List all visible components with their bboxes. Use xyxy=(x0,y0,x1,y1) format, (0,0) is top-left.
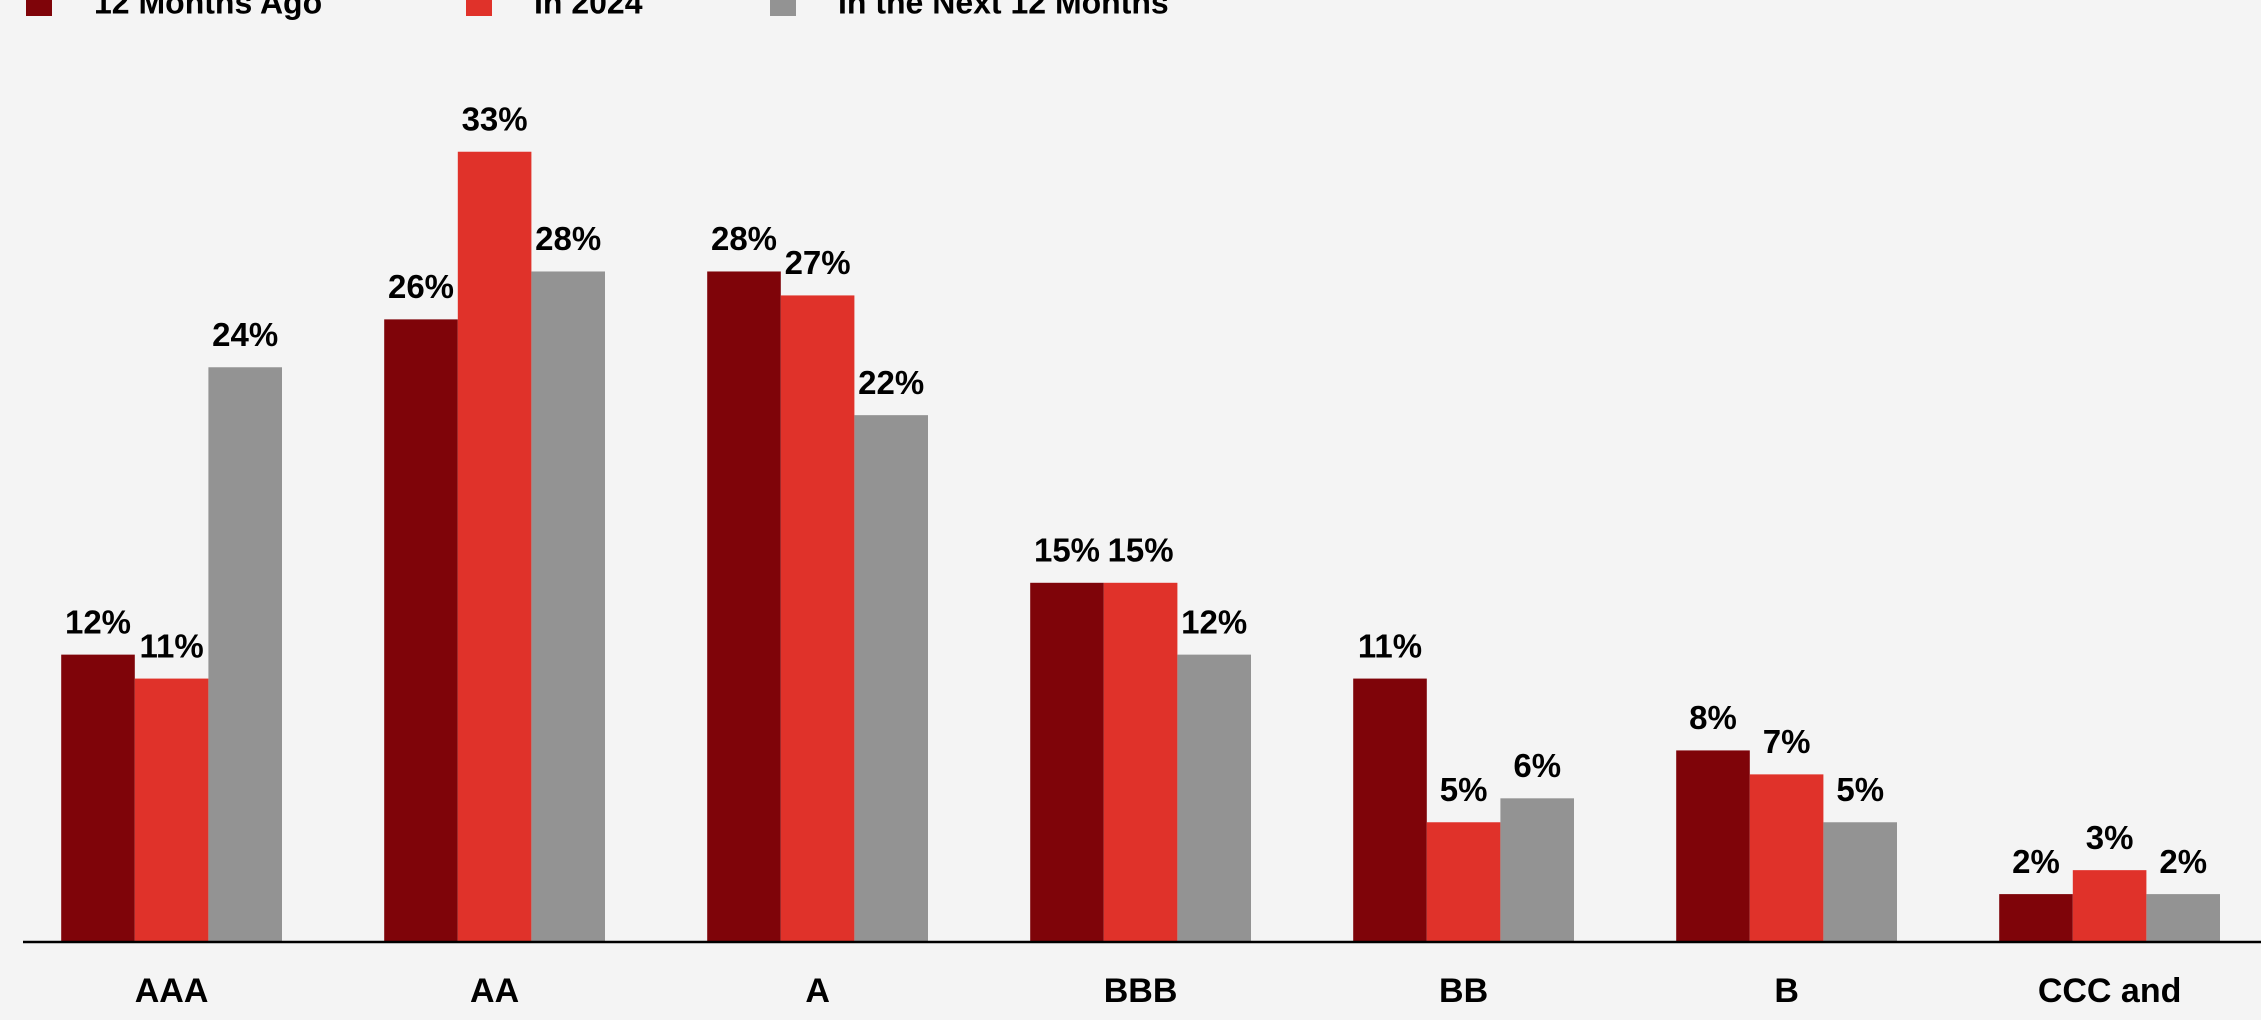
bar xyxy=(2072,870,2147,942)
x-tick-label: BBB xyxy=(1104,972,1178,1010)
value-label: 12% xyxy=(65,603,131,640)
value-label: 28% xyxy=(535,220,601,257)
value-label: 7% xyxy=(1763,723,1811,760)
x-tick-label: CCC and xyxy=(2038,972,2182,1010)
value-label: 33% xyxy=(462,100,528,137)
value-label: 5% xyxy=(1440,771,1488,808)
value-label: 28% xyxy=(711,220,777,257)
bar xyxy=(1426,822,1501,942)
x-tick-label: A xyxy=(805,972,830,1010)
legend-swatch xyxy=(26,0,52,16)
value-label: 6% xyxy=(1513,747,1561,784)
bar xyxy=(707,271,781,942)
value-label: 24% xyxy=(212,316,278,353)
bar xyxy=(134,678,209,942)
bar xyxy=(780,295,855,943)
value-label: 8% xyxy=(1689,699,1737,736)
bar xyxy=(1353,678,1427,942)
x-tick-label: AA xyxy=(470,972,519,1010)
legend-label: In 2024 xyxy=(534,0,643,20)
value-label: 15% xyxy=(1034,532,1100,569)
bar xyxy=(531,271,605,942)
value-label: 3% xyxy=(2086,819,2134,856)
legend-label: In the Next 12 Months xyxy=(838,0,1169,20)
bar xyxy=(1500,798,1574,942)
bar xyxy=(1030,582,1104,942)
bar xyxy=(854,415,928,942)
value-label: 15% xyxy=(1108,532,1174,569)
value-label: 11% xyxy=(1358,627,1422,664)
value-label: 27% xyxy=(785,244,851,281)
bar xyxy=(208,367,282,942)
legend-swatch xyxy=(466,0,492,16)
value-label: 2% xyxy=(2159,843,2207,880)
legend-swatch xyxy=(770,0,796,16)
x-tick-label: BB xyxy=(1439,972,1488,1010)
bar xyxy=(457,151,532,943)
legend-label: 12 Months Ago xyxy=(94,0,322,20)
bar xyxy=(1676,750,1750,942)
value-label: 22% xyxy=(858,364,924,401)
bar xyxy=(1103,582,1178,942)
bar xyxy=(1999,894,2073,942)
value-label: 26% xyxy=(388,268,454,305)
value-label: 2% xyxy=(2012,843,2060,880)
value-label: 5% xyxy=(1836,771,1884,808)
x-tick-label: B xyxy=(1774,972,1799,1010)
value-label: 12% xyxy=(1181,603,1247,640)
x-tick-label: AAA xyxy=(135,972,209,1010)
value-label: 11% xyxy=(139,627,203,664)
bar xyxy=(2146,894,2220,942)
bar xyxy=(384,319,458,942)
bar xyxy=(1177,654,1251,942)
bar xyxy=(61,654,135,942)
bar xyxy=(1823,822,1897,942)
bar xyxy=(1749,774,1824,942)
